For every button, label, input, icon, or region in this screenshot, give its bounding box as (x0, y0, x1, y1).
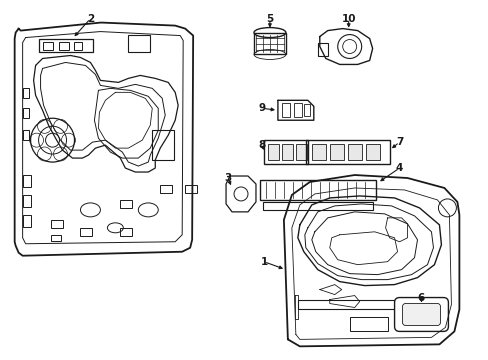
Text: 3: 3 (224, 173, 231, 183)
Bar (264, 140, 307, 164)
Bar (329, 144, 343, 160)
Bar (22, 130, 29, 140)
Bar (349, 318, 387, 332)
Text: 2: 2 (87, 14, 94, 24)
Text: 10: 10 (341, 14, 355, 24)
Text: 6: 6 (417, 293, 424, 302)
Bar (81, 228, 92, 236)
Bar (185, 185, 197, 193)
FancyBboxPatch shape (394, 298, 447, 332)
Text: 8: 8 (258, 140, 265, 150)
Bar (50, 220, 62, 228)
Bar (22, 195, 31, 207)
Bar (253, 32, 285, 54)
Bar (128, 35, 150, 53)
Text: 5: 5 (266, 14, 273, 24)
FancyBboxPatch shape (402, 303, 440, 325)
Bar (267, 144, 278, 160)
Bar (317, 42, 327, 57)
Text: 4: 4 (395, 163, 403, 173)
Bar (263, 202, 372, 210)
Bar (120, 200, 132, 208)
Bar (39, 39, 93, 53)
Text: 1: 1 (260, 257, 267, 267)
Bar (160, 185, 172, 193)
Text: 7: 7 (395, 137, 403, 147)
Bar (120, 228, 132, 236)
Bar (347, 144, 361, 160)
Bar (295, 144, 306, 160)
Bar (305, 140, 389, 164)
Bar (74, 41, 82, 50)
Bar (260, 180, 375, 200)
Bar (22, 175, 31, 187)
Bar (281, 103, 289, 117)
Bar (311, 144, 325, 160)
Bar (152, 130, 174, 160)
Bar (365, 144, 379, 160)
Bar (50, 235, 61, 241)
Bar (22, 108, 29, 118)
Bar (22, 88, 29, 98)
Text: 9: 9 (258, 103, 265, 113)
Bar (297, 300, 445, 310)
Bar (59, 41, 68, 50)
Bar (22, 215, 31, 227)
Bar (303, 104, 309, 116)
Bar (293, 103, 301, 117)
Bar (281, 144, 292, 160)
Bar (42, 41, 52, 50)
